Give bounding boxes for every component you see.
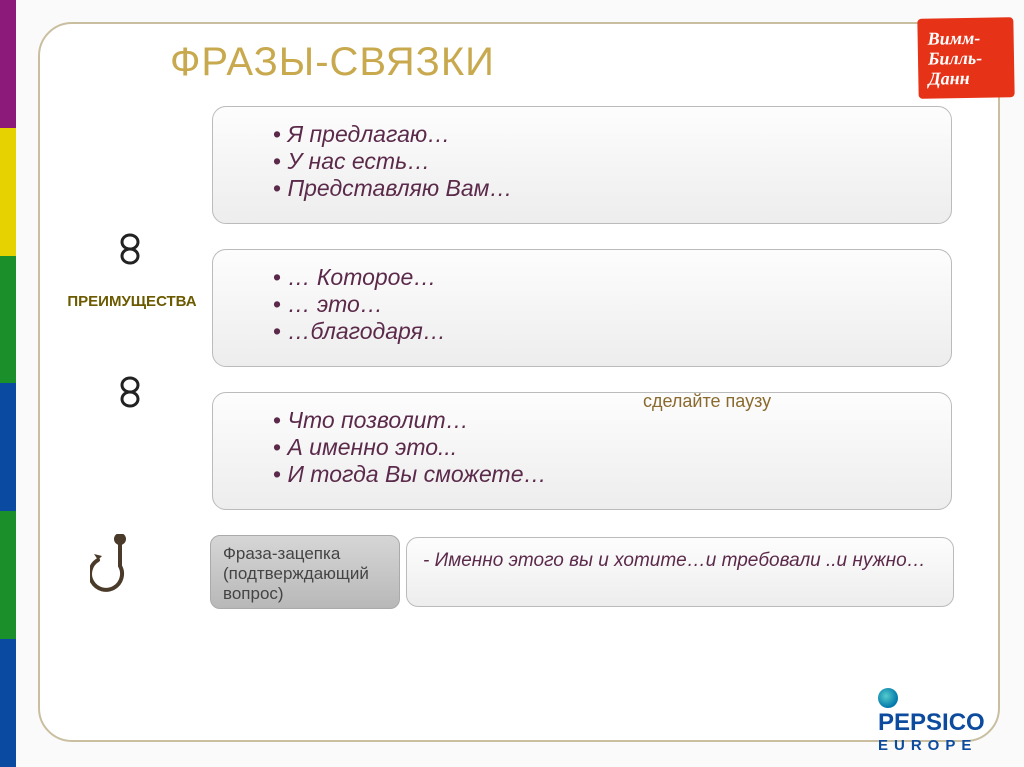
chain-link-icon-2 <box>110 375 150 419</box>
phrase-item: Представляю Вам… <box>273 175 931 202</box>
left-bar-segment <box>0 128 16 256</box>
phrase-item: Что позволит… <box>273 407 931 434</box>
phrase-item: … Которое… <box>273 264 931 291</box>
slide-title: ФРАЗЫ-СВЯЗКИ <box>170 40 495 85</box>
phrases-bubble: Я предлагаю…У нас есть…Представляю Вам… <box>212 106 952 224</box>
phrase-item: У нас есть… <box>273 148 931 175</box>
phrases-bubble: сделайте паузуЧто позволит… А именно это… <box>212 392 952 510</box>
chevron-text: ВЫГОДЫ <box>97 436 168 453</box>
section-row: ВЫГОДЫ сделайте паузуЧто позволит… А имен… <box>52 386 956 521</box>
phrase-list: Что позволит… А именно это... И тогда Вы… <box>273 407 931 488</box>
pepsico-logo: PEPSICO EUROPE <box>878 688 1008 755</box>
chevron-text: ПРЕИМУЩЕСТВА <box>67 293 196 310</box>
phrase-item: …благодаря… <box>273 318 931 345</box>
pepsico-globe-icon <box>878 688 898 708</box>
fishhook-icon <box>90 534 140 604</box>
phrases-bubble: … Которое… … это……благодаря… <box>212 249 952 367</box>
left-color-bar <box>0 0 16 767</box>
phrase-item: Я предлагаю… <box>273 121 931 148</box>
catch-phrase-text: - Именно этого вы и хотите…и требовали .… <box>406 537 954 607</box>
left-bar-segment <box>0 511 16 639</box>
wbd-logo: Вимм- Билль- Данн <box>917 17 1014 99</box>
pepsico-text-top: PEPSICO <box>878 709 985 736</box>
chevron-text: СВОЙСТВА <box>90 150 174 167</box>
section-row: ПРЕИМУЩЕСТВА … Которое… … это……благодаря… <box>52 243 956 378</box>
chain-link-icon-1 <box>110 232 150 276</box>
section-row: СВОЙСТВА Я предлагаю…У нас есть…Представл… <box>52 100 956 235</box>
sections-container: СВОЙСТВА Я предлагаю…У нас есть…Представл… <box>52 100 956 529</box>
catch-phrase-label: Фраза-зацепка (подтверждающий вопрос) <box>210 535 400 609</box>
pepsico-text-bottom: EUROPE <box>878 737 977 754</box>
phrase-item: А именно это... <box>273 434 931 461</box>
pause-note: сделайте паузу <box>643 391 771 412</box>
phrase-item: … это… <box>273 291 931 318</box>
left-bar-segment <box>0 256 16 384</box>
left-bar-segment <box>0 0 16 128</box>
left-bar-segment <box>0 639 16 767</box>
phrase-item: И тогда Вы сможете… <box>273 461 931 488</box>
catch-row: Фраза-зацепка (подтверждающий вопрос) - … <box>210 535 956 610</box>
chevron-label: СВОЙСТВА <box>52 100 212 235</box>
phrase-list: … Которое… … это……благодаря… <box>273 264 931 345</box>
phrase-list: Я предлагаю…У нас есть…Представляю Вам… <box>273 121 931 202</box>
left-bar-segment <box>0 383 16 511</box>
